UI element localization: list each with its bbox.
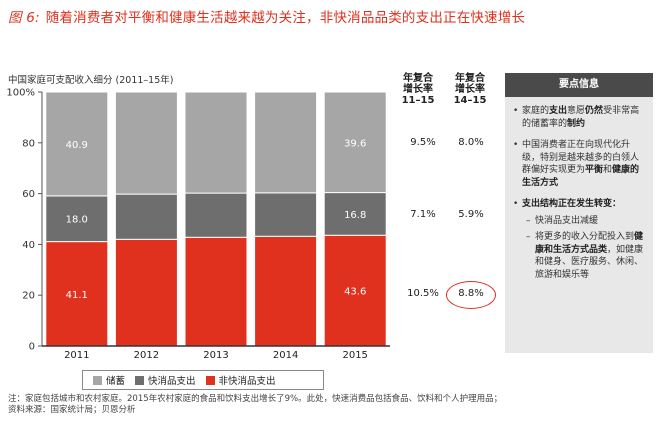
insight-2: 中国消费者正在向现代化升级，特别是越来越多的白领人群偏好实现更为平衡和健康的生活… (513, 139, 645, 189)
legend-item-fmcg: 快消品支出 (135, 373, 196, 387)
bar-segment-savings-2011 (45, 91, 109, 197)
bar-segment-fmcg-2011 (45, 195, 109, 243)
bar-segment-fmcg-2012 (114, 193, 178, 240)
insight-3-sub-2: 将更多的收入分配投入到健康和生活方式品类，如健康和健身、医疗服务、休闲、旅游和娱… (526, 231, 645, 281)
legend-swatch-fmcg (135, 375, 145, 385)
chart-legend: 储蓄 快消品支出 非快消品支出 (82, 370, 324, 390)
cagr-header-1415-line1: 年复合 (455, 73, 485, 84)
insight-1-text-a: 家庭的 (522, 106, 550, 116)
figure-label: 图 6: (8, 10, 40, 26)
cagr-savings-1415: 8.0% (458, 137, 484, 148)
insight-3-sub-2-bold: 健康和生活方式品类 (535, 232, 644, 255)
y-tick-label: 100% (6, 88, 35, 99)
x-tick-label: 2014 (273, 350, 298, 361)
y-tick-label: 60 (22, 189, 35, 200)
x-tick-label: 2012 (134, 350, 159, 361)
chart-title: 中国家庭可支配收入细分 (2011–15年) (8, 75, 174, 86)
insight-1-text-b: 意愿 (567, 106, 586, 116)
y-tick-label: 40 (22, 240, 35, 251)
data-label-savings-2015: 39.6 (344, 138, 366, 149)
data-label-savings-2011: 40.9 (66, 140, 88, 151)
bar-segment-nonfmcg-2013 (184, 236, 248, 347)
insight-2-bold-b: 健康的生活方式 (522, 165, 640, 188)
key-insights-panel: 要点信息 家庭的支出意愿仍然受非常高的储蓄率的制约 中国消费者正在向现代化升级，… (505, 73, 653, 353)
insight-3-sub-1: 快消品支出减缓 (526, 215, 645, 228)
legend-label-savings: 储蓄 (106, 376, 126, 387)
cagr-nonfmcg-1115: 10.5% (407, 288, 439, 299)
legend-swatch-savings (93, 375, 102, 385)
footnote-line-2: 资料来源：国家统计局；贝恩分析 (8, 405, 136, 415)
bar-segment-savings-2013 (184, 91, 248, 194)
legend-item-savings: 储蓄 (93, 373, 125, 387)
cagr-header-1115: 年复合 增长率 11–15 (393, 73, 443, 106)
cagr-header-1415-line2: 增长率 (455, 84, 485, 95)
insight-3-sub-2-text-b: ，如健康和健身、医疗服务、休闲、旅游和娱乐等 (535, 244, 644, 280)
stacked-bar-chart: 0 20 40 60 80 100% 41.1 18.0 40.9 2011 2012 2013 201… (6, 88, 390, 361)
cagr-header-1415-line3: 14–15 (453, 95, 487, 106)
data-label-fmcg-2015: 16.8 (344, 210, 366, 221)
insight-3: 支出结构正在发生转变： 快消品支出减缓 将更多的收入分配投入到健康和生活方式品类… (513, 198, 645, 281)
cagr-fmcg-1415: 5.9% (458, 209, 484, 220)
bar-segment-nonfmcg-2015 (323, 234, 387, 347)
insight-2-text-a: 中国消费者正在向现代化升级，特别是越来越多的白领人群偏好实现更为 (522, 140, 640, 175)
insight-3-bold: 支出结构正在发生转变： (522, 199, 622, 209)
data-label-fmcg-2011: 18.0 (66, 215, 88, 226)
figure-title: 图 6: 随着消费者对平衡和健康生活越来越为关注，非快消品品类的支出正在快速增长 (8, 6, 648, 26)
x-tick-label: 2013 (203, 350, 228, 361)
panel-title: 要点信息 (505, 73, 653, 97)
bar-segment-savings-2012 (114, 91, 178, 195)
bar-segment-nonfmcg-2012 (114, 238, 178, 347)
bar-segment-nonfmcg-2014 (254, 235, 318, 347)
highlight-circle (446, 281, 496, 309)
cagr-header-1115-line1: 年复合 (403, 73, 433, 84)
bar-segment-savings-2014 (254, 91, 318, 194)
insight-1-bold-a: 支出 (549, 106, 568, 116)
cagr-savings-1115: 9.5% (410, 137, 436, 148)
bar-segment-fmcg-2015 (323, 192, 387, 236)
cagr-header-1115-line2: 增长率 (403, 84, 433, 95)
legend-item-nonfmcg: 非快消品支出 (205, 373, 276, 387)
bar-segment-fmcg-2014 (254, 192, 318, 237)
y-tick-label: 0 (29, 342, 35, 353)
x-tick-label: 2011 (64, 350, 89, 361)
data-label-nonfmcg-2015: 43.6 (344, 287, 366, 298)
footnote: 注：家庭包括城市和农村家庭。2015年农村家庭的食品和饮料支出增长了9%。此处，… (8, 394, 608, 416)
legend-swatch-nonfmcg (205, 375, 215, 385)
bar-segment-fmcg-2013 (184, 192, 248, 238)
x-tick-label: 2015 (342, 350, 367, 361)
legend-label-fmcg: 快消品支出 (148, 376, 196, 387)
insight-2-bold-a: 平衡 (585, 165, 604, 175)
legend-label-nonfmcg: 非快消品支出 (218, 376, 276, 387)
insight-1: 家庭的支出意愿仍然受非常高的储蓄率的制约 (513, 105, 645, 130)
insight-1-text-c: 受非常高的储蓄率的 (522, 106, 640, 129)
insight-3-sub-2-text-a: 将更多的收入分配投入到 (535, 232, 635, 242)
data-label-nonfmcg-2011: 41.1 (66, 290, 88, 301)
insight-1-bold-c: 制约 (567, 118, 586, 129)
cagr-header-1415: 年复合 增长率 14–15 (445, 73, 495, 106)
figure-title-text: 随着消费者对平衡和健康生活越来越为关注，非快消品品类的支出正在快速增长 (45, 10, 526, 26)
bar-segment-savings-2015 (323, 91, 387, 194)
y-tick-label: 80 (22, 138, 35, 149)
footnote-line-1: 注：家庭包括城市和农村家庭。2015年农村家庭的食品和饮料支出增长了9%。此处，… (8, 394, 503, 404)
cagr-header-1115-line3: 11–15 (401, 95, 435, 106)
insight-1-bold-b: 仍然 (585, 106, 604, 116)
insight-2-text-b: 和 (603, 165, 613, 175)
cagr-fmcg-1115: 7.1% (410, 209, 436, 220)
y-tick-label: 20 (22, 291, 35, 302)
